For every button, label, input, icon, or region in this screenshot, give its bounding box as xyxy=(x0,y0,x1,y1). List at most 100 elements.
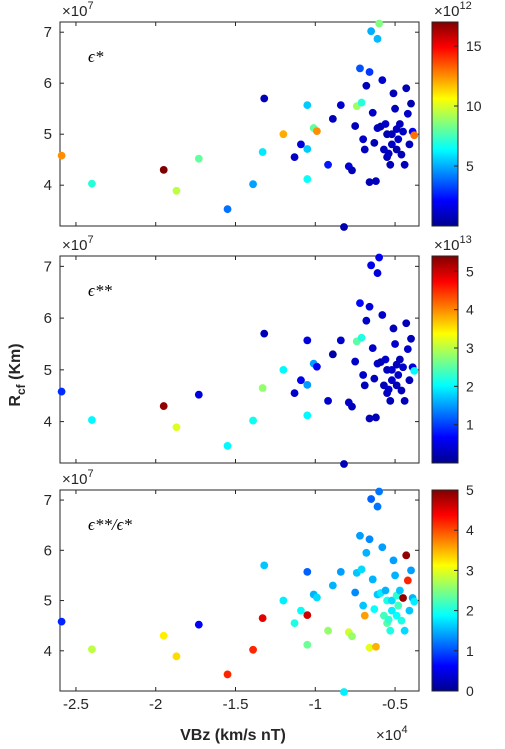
data-point xyxy=(348,166,356,175)
colorbar-tick-label: 1 xyxy=(466,643,474,659)
data-point xyxy=(303,175,312,183)
data-point xyxy=(368,108,377,117)
panel-middle: 4 5 6 7 ×107 ϵ** 1 2 3 4 5 ×1013 xyxy=(44,234,474,468)
data-point xyxy=(357,333,366,342)
data-point xyxy=(348,632,356,641)
y-tick-label: 5 xyxy=(44,593,52,610)
data-point xyxy=(328,115,337,123)
data-point xyxy=(410,366,419,375)
data-point xyxy=(387,376,396,385)
colorbar: 1 2 3 4 5 ×1013 xyxy=(431,234,474,464)
data-point xyxy=(159,402,168,410)
panel-annotation: ϵ* xyxy=(88,47,104,66)
data-point xyxy=(223,670,232,679)
data-point xyxy=(303,411,312,420)
colorbar-tick-label: 2 xyxy=(466,378,474,394)
colorbar-gradient xyxy=(431,255,459,464)
data-point xyxy=(290,619,299,628)
data-point xyxy=(312,362,321,371)
data-point xyxy=(367,27,376,36)
data-point xyxy=(249,180,257,189)
y-axis-exponent: ×107 xyxy=(62,234,94,254)
data-point xyxy=(351,357,360,366)
data-point xyxy=(365,414,374,423)
data-point xyxy=(386,160,395,169)
data-point xyxy=(359,135,368,144)
data-point xyxy=(378,76,387,85)
y-axis-exponent: ×107 xyxy=(62,468,94,488)
data-point xyxy=(381,586,390,595)
x-tick-label: -2.5 xyxy=(63,696,89,713)
data-point xyxy=(378,543,387,552)
data-point xyxy=(303,611,312,620)
data-point xyxy=(387,140,396,149)
data-point xyxy=(328,581,337,590)
data-point xyxy=(340,223,348,231)
colorbar-tick-label: 5 xyxy=(466,482,474,498)
colorbar-tick-label: 4 xyxy=(466,522,474,538)
data-point xyxy=(279,130,288,139)
x-axis-label: VBz (km/s nT) xyxy=(180,727,286,744)
data-point xyxy=(372,413,380,422)
panel-annotation: ϵ**/ϵ* xyxy=(88,515,132,534)
data-point xyxy=(392,381,401,390)
data-point xyxy=(402,551,411,560)
data-point xyxy=(368,344,377,353)
data-point xyxy=(312,593,321,602)
colorbar-tick-label: 10 xyxy=(466,98,482,114)
data-point xyxy=(394,135,403,144)
data-point xyxy=(400,626,409,635)
data-point xyxy=(370,138,379,147)
data-point xyxy=(258,614,267,623)
data-point xyxy=(340,460,348,468)
data-point xyxy=(172,652,181,661)
data-point xyxy=(387,606,396,615)
data-point xyxy=(303,640,312,649)
data-point xyxy=(336,568,345,576)
colorbar-tick-label: 5 xyxy=(466,263,474,279)
colorbar-gradient xyxy=(431,21,459,227)
data-point xyxy=(279,365,288,374)
data-point xyxy=(303,380,312,389)
colorbar-tick-label: 2 xyxy=(466,603,474,619)
data-point xyxy=(389,89,398,98)
data-point xyxy=(387,365,396,374)
data-point xyxy=(324,160,332,169)
data-point xyxy=(360,611,369,620)
data-point xyxy=(387,130,396,139)
data-point xyxy=(88,416,96,424)
data-point xyxy=(402,319,411,328)
colorbar: 5 10 15 ×1012 xyxy=(431,0,482,227)
y-tick-label: 7 xyxy=(44,24,52,41)
data-point xyxy=(372,177,380,186)
colorbar-exponent: ×1012 xyxy=(434,0,472,20)
data-point xyxy=(194,620,203,629)
x-axis-exponent: ×104 xyxy=(376,724,408,744)
data-point xyxy=(403,109,412,118)
data-point xyxy=(391,571,399,580)
data-point xyxy=(260,561,269,570)
colorbar-tick-label: 4 xyxy=(466,302,474,318)
data-point xyxy=(370,605,379,613)
data-point xyxy=(357,565,366,574)
data-point xyxy=(360,381,369,390)
data-point xyxy=(384,149,393,158)
y-axis-label: Rcf (Km) xyxy=(7,343,28,406)
data-point xyxy=(365,302,374,311)
data-point xyxy=(312,127,321,136)
data-point xyxy=(407,566,415,575)
data-point xyxy=(378,311,387,319)
data-point xyxy=(260,329,269,338)
data-point xyxy=(402,84,411,93)
data-point xyxy=(381,355,390,364)
data-point xyxy=(290,389,299,398)
data-point xyxy=(290,153,299,162)
data-point xyxy=(88,645,96,654)
data-point xyxy=(194,390,203,399)
data-point xyxy=(159,631,168,640)
data-point xyxy=(370,374,379,383)
y-tick-label: 7 xyxy=(44,258,52,275)
data-point xyxy=(359,601,368,610)
panel-annotation: ϵ** xyxy=(88,281,112,300)
